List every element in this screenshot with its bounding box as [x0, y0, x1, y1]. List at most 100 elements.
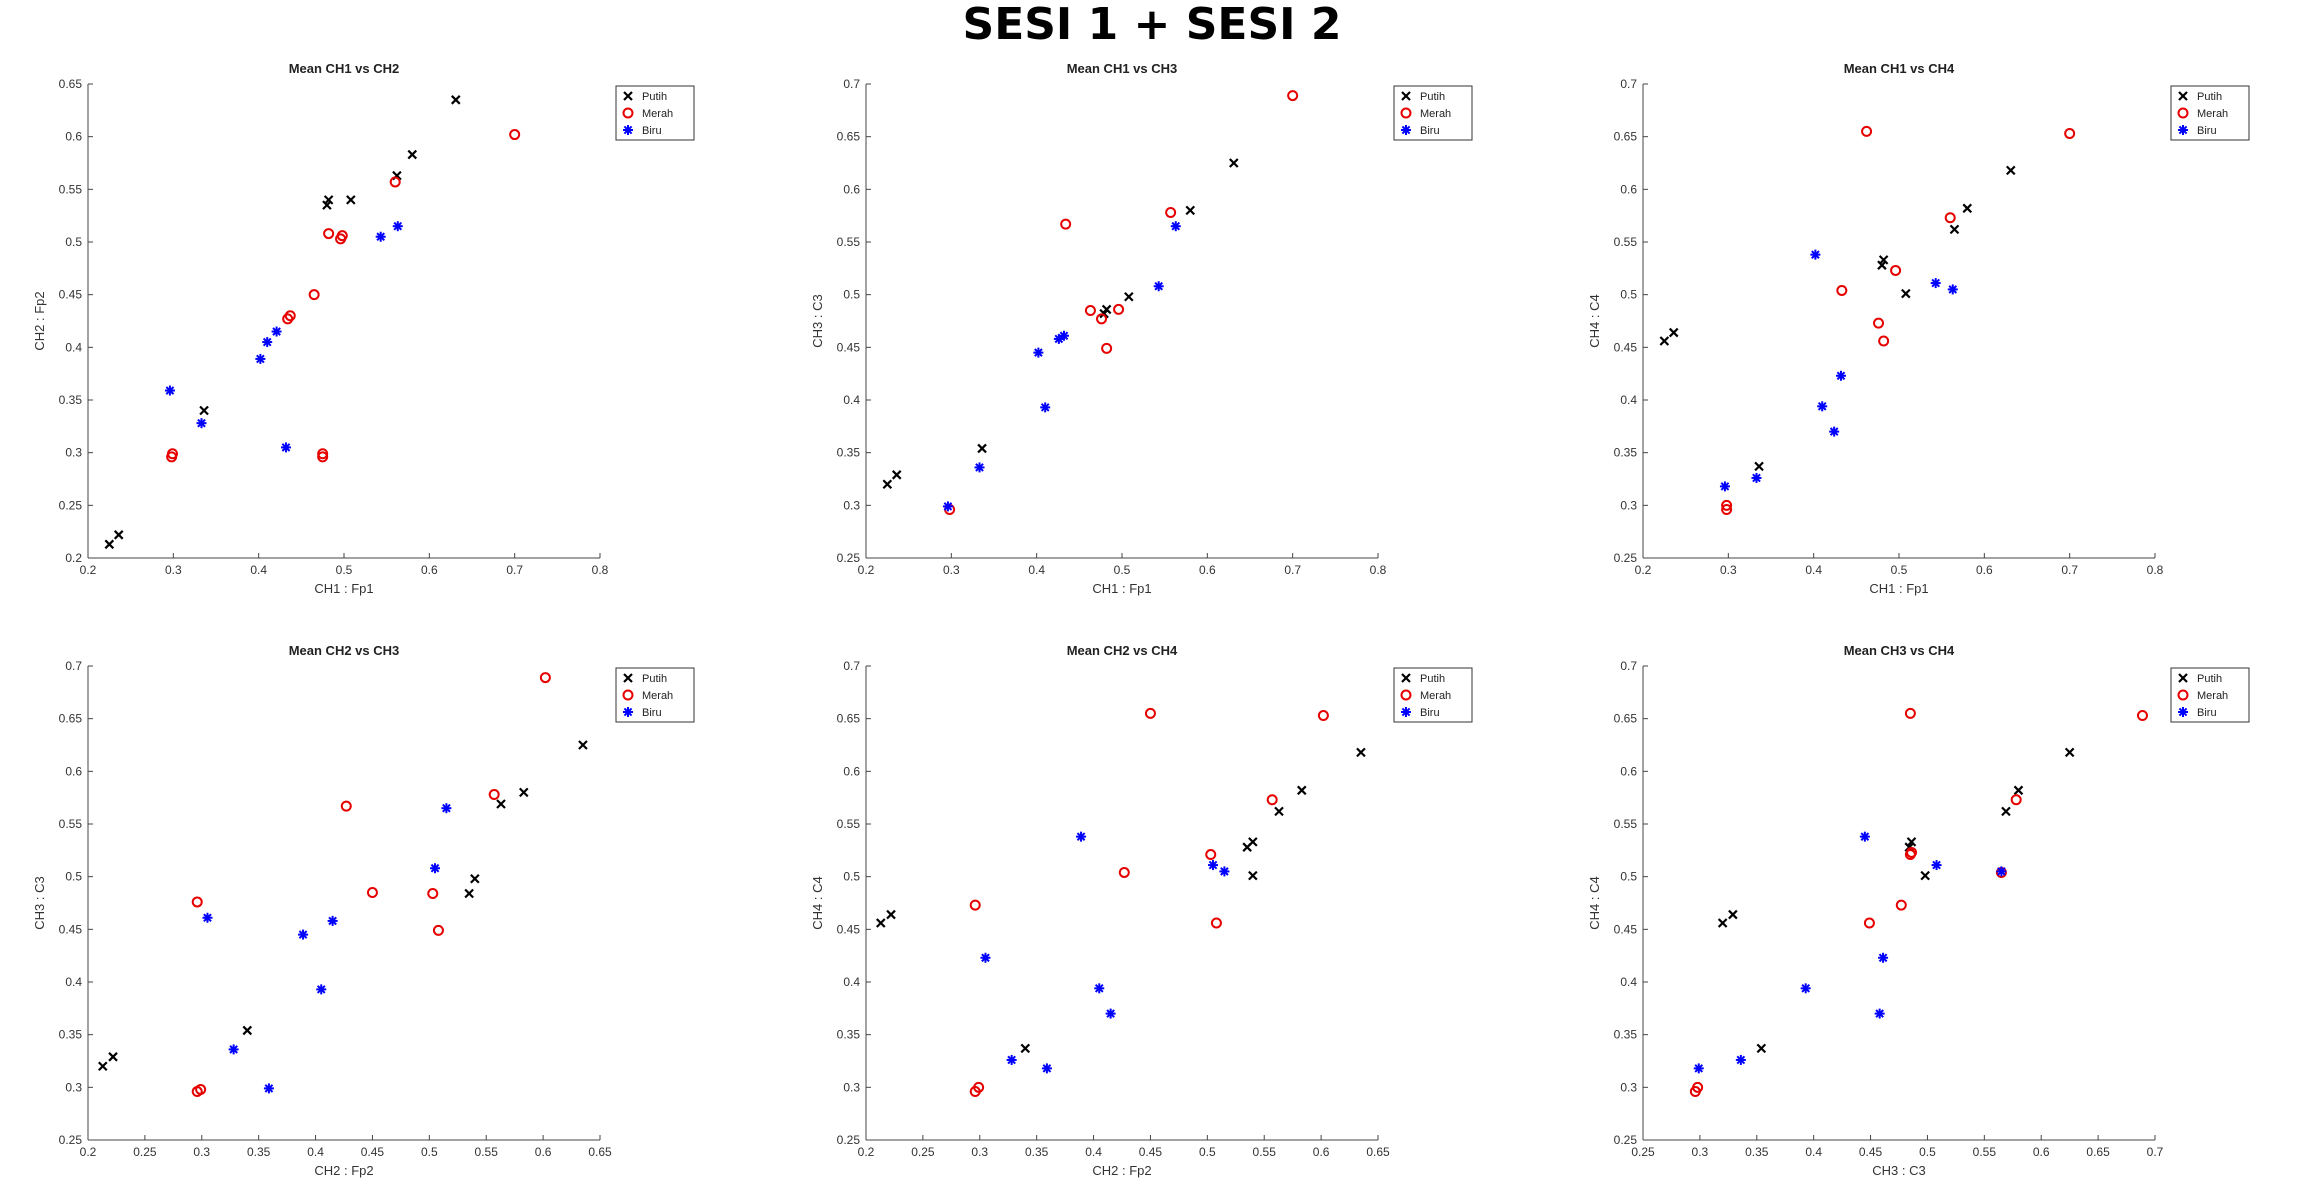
y-axis-label: CH3 : C3: [810, 294, 825, 347]
data-point-putih: [1248, 870, 1258, 881]
x-axis-label: CH1 : Fp1: [1092, 581, 1151, 596]
data-point-merah: [166, 448, 178, 460]
legend-marker-biru: [1401, 125, 1411, 135]
x-tick-label: 0.35: [247, 1145, 271, 1159]
chart-1: Mean CH1 vs CH2 0.2 0.3 0.4 0.5 0.6 0.7 0.8 0.2 0…: [32, 61, 695, 596]
y-axis-label: CH2 : Fp2: [32, 291, 47, 350]
x-tick-label: 0.7: [2061, 563, 2078, 577]
x-tick-label: 0.5: [1891, 563, 1908, 577]
data-point-biru: [1810, 249, 1821, 260]
y-tick-label: 0.35: [837, 1028, 861, 1042]
data-point-biru: [942, 501, 953, 512]
data-point-merah: [1721, 504, 1733, 516]
legend-marker-putih: [623, 673, 633, 683]
data-point-biru: [255, 353, 266, 364]
data-point-merah: [308, 289, 320, 301]
y-tick-label: 0.5: [65, 235, 82, 249]
x-tick-label: 0.7: [2147, 1145, 2164, 1159]
y-tick-label: 0.7: [843, 659, 860, 673]
y-tick-label: 0.35: [1614, 1028, 1638, 1042]
data-point-putih: [2006, 165, 2016, 176]
legend-marker-merah: [622, 107, 634, 119]
data-point-merah: [1287, 90, 1299, 102]
y-tick-label: 0.3: [1620, 498, 1637, 512]
chart-2: Mean CH1 vs CH3 0.2 0.3 0.4 0.5 0.6 0.7 0.8 0.25…: [810, 61, 1473, 596]
y-tick-label: 0.3: [1620, 1080, 1637, 1094]
y-tick-label: 0.4: [1620, 393, 1637, 407]
x-tick-label: 0.4: [1085, 1145, 1102, 1159]
y-tick-label: 0.4: [1620, 975, 1637, 989]
data-point-biru: [1040, 402, 1051, 413]
y-axis-label: CH4 : C4: [1587, 294, 1602, 347]
data-point-merah: [336, 230, 348, 242]
x-tick-label: 0.2: [80, 563, 97, 577]
x-tick-label: 0.3: [1692, 1145, 1709, 1159]
data-point-merah: [1890, 264, 1902, 276]
y-tick-label: 0.6: [843, 182, 860, 196]
y-tick-label: 0.35: [59, 393, 83, 407]
y-tick-label: 0.3: [65, 446, 82, 460]
y-tick-label: 0.3: [65, 1080, 82, 1094]
y-tick-label: 0.4: [65, 975, 82, 989]
x-tick-label: 0.55: [1253, 1145, 1277, 1159]
y-tick-label: 0.5: [843, 288, 860, 302]
y-tick-label: 0.65: [837, 130, 861, 144]
data-point-biru: [1153, 281, 1164, 292]
data-point-biru: [164, 385, 175, 396]
chart-title: Mean CH1 vs CH2: [289, 61, 400, 76]
legend-label: Biru: [642, 125, 662, 137]
data-point-merah: [340, 800, 352, 812]
data-point-putih: [470, 873, 480, 884]
data-point-putih: [1717, 918, 1728, 928]
y-tick-label: 0.45: [59, 922, 83, 936]
data-point-merah: [1165, 207, 1177, 219]
legend-marker-merah: [622, 689, 634, 701]
x-tick-label: 0.5: [336, 563, 353, 577]
legend-label: Putih: [642, 91, 667, 103]
legend-label: Putih: [2197, 673, 2222, 685]
data-point-biru: [1058, 330, 1069, 341]
x-tick-label: 0.2: [858, 563, 875, 577]
legend-marker-biru: [623, 707, 633, 717]
data-point-putih: [977, 443, 987, 454]
y-tick-label: 0.6: [843, 764, 860, 778]
data-point-biru: [974, 462, 985, 473]
data-point-merah: [284, 310, 296, 322]
x-tick-label: 0.6: [421, 563, 438, 577]
y-tick-label: 0.35: [1614, 446, 1638, 460]
y-tick-label: 0.5: [1620, 870, 1637, 884]
y-tick-label: 0.6: [1620, 764, 1637, 778]
chart-title: Mean CH1 vs CH3: [1067, 61, 1178, 76]
data-point-putih: [199, 405, 209, 416]
chart-title: Mean CH3 vs CH4: [1844, 643, 1955, 658]
chart-6: Mean CH3 vs CH4 0.25 0.3 0.35 0.4 0.45 0.5 0.55…: [1587, 643, 2250, 1178]
y-tick-label: 0.6: [65, 764, 82, 778]
data-point-biru: [1105, 1008, 1116, 1019]
legend-marker-putih: [1401, 673, 1411, 683]
x-axis-label: CH2 : Fp2: [314, 1163, 373, 1178]
data-point-putih: [891, 470, 902, 480]
x-tick-label: 0.8: [2147, 563, 2164, 577]
y-tick-label: 0.7: [1620, 77, 1637, 91]
x-tick-label: 0.2: [1635, 563, 1652, 577]
y-tick-label: 0.2: [65, 551, 82, 565]
data-point-putih: [346, 195, 356, 205]
data-point-merah: [539, 672, 551, 684]
legend-label: Biru: [1420, 707, 1440, 719]
y-tick-label: 0.25: [1614, 551, 1638, 565]
data-point-biru: [1835, 370, 1846, 381]
data-point-biru: [1878, 952, 1889, 963]
data-point-putih: [1274, 806, 1284, 817]
data-point-putih: [108, 1052, 118, 1062]
y-tick-label: 0.25: [59, 1133, 83, 1147]
x-tick-label: 0.6: [535, 1145, 552, 1159]
data-point-biru: [392, 221, 403, 232]
legend-marker-merah: [2177, 107, 2189, 119]
data-point-biru: [1094, 983, 1105, 994]
data-point-biru: [1041, 1063, 1052, 1074]
data-point-merah: [1721, 499, 1733, 511]
data-point-putih: [98, 1061, 108, 1072]
data-point-merah: [1863, 917, 1875, 929]
